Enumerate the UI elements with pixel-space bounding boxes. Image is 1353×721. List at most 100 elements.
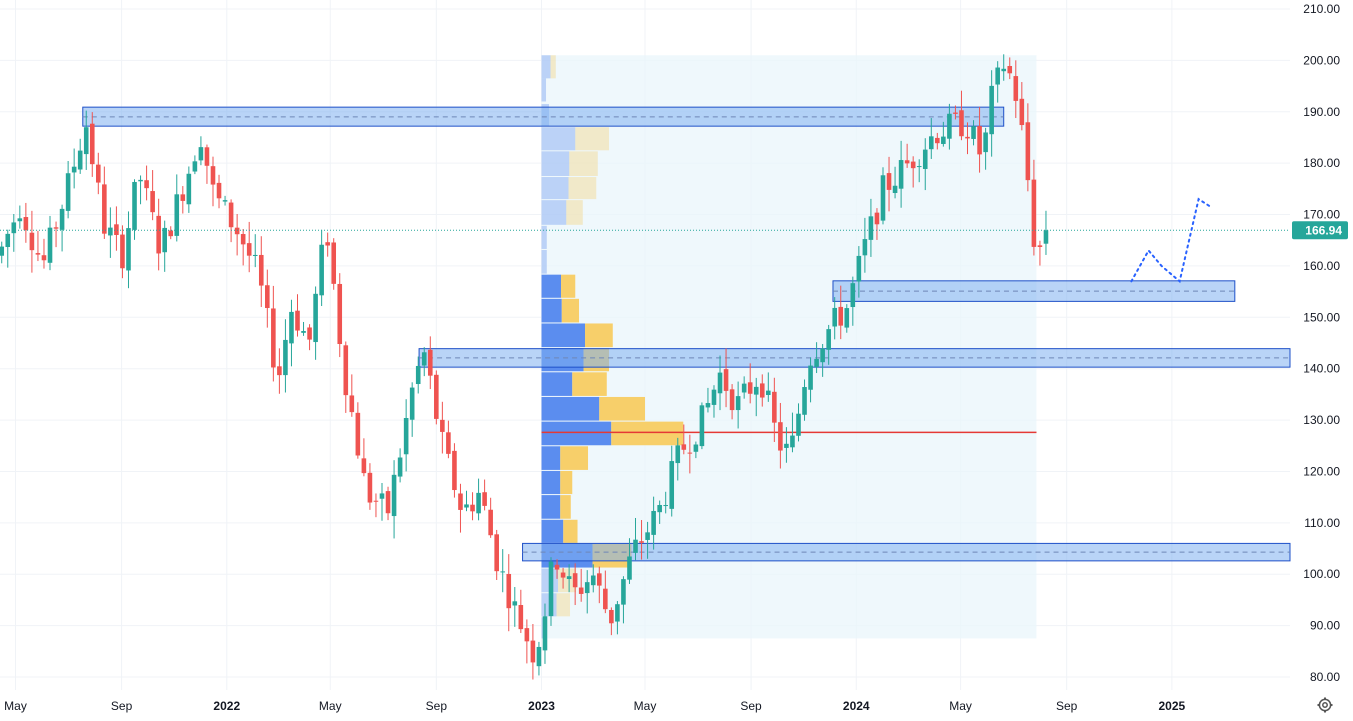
candle-body: [59, 208, 65, 230]
candle-body: [711, 389, 717, 405]
last-price-label: 166.94: [1305, 223, 1342, 237]
candle-body: [1019, 98, 1025, 126]
candles-layer: [0, 54, 1049, 680]
candle-body: [838, 306, 844, 326]
candle-body: [941, 136, 946, 144]
volume-profile-down-bar: [561, 274, 576, 298]
volume-profile-down-bar: [550, 55, 556, 79]
candle-body: [246, 243, 252, 256]
volume-profile-area: [541, 55, 1037, 639]
candle-body: [180, 194, 186, 201]
candle-body: [313, 293, 318, 343]
volume-profile-down-bar: [556, 593, 571, 617]
candle-body: [11, 222, 17, 234]
candle-body: [343, 345, 349, 396]
candle-body: [747, 382, 753, 394]
volume-profile-up-bar: [541, 323, 586, 348]
volume-profile-up-bar: [541, 127, 576, 151]
candle-body: [35, 253, 41, 255]
candle-body: [965, 136, 970, 139]
candle-body: [633, 539, 638, 553]
zones-layer: [82, 106, 1291, 562]
candle-body: [759, 383, 765, 398]
candle-body: [373, 500, 379, 502]
x-tick-label: 2024: [843, 699, 870, 713]
volume-profile-up-bar: [541, 78, 547, 102]
candle-body: [1013, 76, 1019, 101]
candle-body: [935, 137, 940, 144]
candle-body: [850, 283, 856, 308]
candle-body: [355, 412, 361, 456]
candle-body: [645, 532, 650, 540]
volume-profile-up-bar: [541, 274, 562, 298]
axes-layer: 210.00 200.00 190.00 180.00 170.00 160.00 150.…: [4, 2, 1340, 713]
x-tick-label: May: [949, 699, 972, 713]
candle-body: [71, 166, 77, 173]
y-tick-label: 150.00: [1303, 310, 1340, 324]
candle-body: [132, 181, 137, 230]
candle-body: [258, 254, 264, 286]
candle-body: [277, 366, 282, 376]
x-tick-label: 2023: [528, 699, 555, 713]
candle-body: [753, 386, 759, 395]
candle-body: [922, 149, 928, 169]
candle-body: [560, 572, 566, 578]
candle-body: [168, 230, 174, 237]
candle-body: [947, 113, 952, 139]
candle-body: [271, 308, 276, 368]
candle-body: [766, 390, 771, 396]
candle-body: [524, 628, 530, 642]
candle-body: [615, 604, 620, 622]
y-tick-label: 200.00: [1303, 53, 1340, 67]
volume-profile-down-bar: [572, 372, 607, 396]
candle-body: [784, 443, 789, 448]
candle-body: [989, 85, 994, 135]
candle-body: [458, 493, 463, 510]
last-price-tag: 166.94: [1292, 221, 1348, 240]
y-tick-label: 80.00: [1310, 670, 1340, 684]
x-tick-label: May: [4, 699, 27, 713]
volume-profile-down-bar: [585, 323, 613, 348]
candle-body: [162, 227, 167, 253]
candle-body: [265, 285, 270, 309]
candle-body: [995, 67, 1000, 85]
candle-body: [1025, 122, 1031, 181]
candle-body: [723, 369, 729, 391]
candle-body: [228, 202, 234, 228]
chart-settings-button[interactable]: [1315, 695, 1335, 715]
volume-profile-up-bar: [541, 55, 551, 79]
candle-body: [953, 112, 958, 114]
x-tick-label: Sep: [1056, 699, 1078, 713]
candle-body: [874, 212, 880, 225]
candle-body: [29, 232, 35, 251]
candle-body: [886, 173, 892, 190]
candle-body: [548, 561, 554, 617]
candle-body: [440, 419, 445, 432]
candle-body: [144, 180, 149, 189]
candle-body: [536, 646, 542, 667]
last-price-tag-background: [1292, 221, 1348, 240]
y-tick-label: 160.00: [1303, 259, 1340, 273]
candle-body: [482, 492, 487, 506]
candle-body: [186, 173, 192, 205]
candle-body: [427, 349, 433, 376]
x-tick-label: 2022: [213, 699, 240, 713]
candle-body: [222, 200, 228, 202]
volume-profile-down-bar: [568, 177, 597, 200]
candle-body: [452, 450, 457, 491]
x-tick-label: Sep: [426, 699, 448, 713]
candle-body: [421, 352, 427, 366]
y-tick-label: 210.00: [1303, 2, 1340, 16]
candle-body: [53, 227, 59, 229]
y-tick-label: 170.00: [1303, 208, 1340, 222]
candle-body: [198, 147, 204, 161]
candle-body: [687, 452, 693, 454]
x-tick-label: Sep: [111, 699, 133, 713]
candle-body: [464, 504, 469, 508]
candle-body: [289, 311, 294, 344]
candle-body: [0, 246, 5, 256]
candle-body: [240, 234, 246, 245]
candle-body: [470, 504, 475, 512]
candle-body: [174, 194, 180, 236]
